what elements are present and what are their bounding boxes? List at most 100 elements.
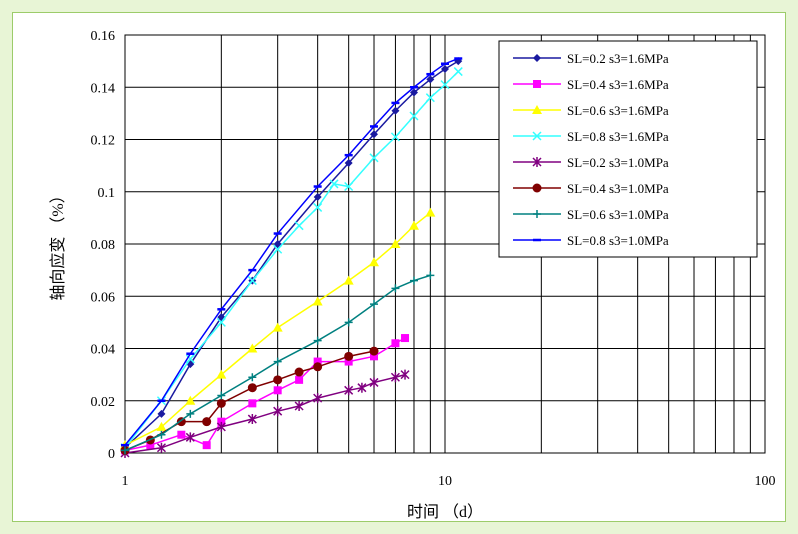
series-line [124,57,459,446]
data-point [216,369,227,379]
data-point [273,375,283,385]
x-axis-title: 时间 （d） [407,503,483,521]
x-tick-label: 10 [438,474,452,489]
data-point [272,322,283,332]
data-point [202,441,211,450]
data-point [247,414,257,425]
legend-item: SL=0.4 s3=1.6MPa [513,77,669,92]
data-point [344,181,354,192]
data-point [216,398,226,408]
legend-item: SL=0.8 s3=1.6MPa [513,129,669,144]
data-point [248,399,257,408]
series-4 [120,67,463,453]
data-point [425,93,435,103]
data-point [344,357,353,366]
data-point [185,395,196,405]
data-point [294,367,304,377]
data-series [120,57,463,458]
x-tick-label: 1 [122,474,129,489]
legend-item: SL=0.2 s3=1.6MPa [513,51,669,66]
data-point [409,276,418,285]
data-point [369,153,379,163]
legend-marker [532,105,542,114]
data-point [313,192,322,201]
y-tick-label: 0 [108,447,115,462]
series-7 [121,271,435,455]
series-8 [121,57,463,447]
data-point [247,383,257,393]
data-point [313,357,322,366]
legend-marker [532,157,542,167]
data-point [156,442,166,453]
data-point [426,75,435,84]
legend-marker [533,80,541,88]
data-point [217,391,226,400]
data-point [294,221,304,231]
data-point [295,375,304,384]
data-point [216,421,226,432]
series-line [124,274,431,452]
data-point [409,111,419,121]
legend-marker [532,183,542,193]
data-point [312,296,323,306]
data-point [186,409,195,418]
data-point [425,207,436,217]
series-line [124,212,431,446]
legend-box [498,40,758,258]
legend-marker [533,210,541,218]
y-tick-label: 0.04 [91,343,116,358]
legend-marker [533,54,541,62]
series-6 [120,346,379,455]
series-1 [121,57,463,452]
data-point [313,202,323,212]
data-point [202,417,212,427]
data-point [273,244,283,254]
legend-item: SL=0.4 s3=1.0MPa [513,181,669,196]
data-point [369,257,380,267]
y-tick-label: 0.02 [91,395,116,410]
data-point [408,220,419,230]
data-point [185,354,195,364]
data-point [344,385,354,396]
data-point [390,239,401,248]
tick-labels: 0 0.02 0.04 0.06 0.08 0.1 0.12 0.14 0.16 1 10 100 [91,29,776,489]
y-tick-label: 0.1 [98,186,116,201]
data-point [247,276,257,286]
data-point [185,432,195,443]
x-tick-label: 100 [755,474,776,489]
data-point [177,430,186,439]
data-point [313,393,323,404]
data-point [401,334,410,343]
data-point [369,346,379,356]
data-point [370,130,379,139]
y-tick-label: 0.12 [91,134,116,149]
data-point [426,271,435,280]
series-line [124,337,406,452]
legend-label: SL=0.4 s3=1.0MPa [567,181,669,196]
legend-item: SL=0.6 s3=1.0MPa [513,207,669,222]
data-point [157,430,166,439]
data-point [370,300,379,309]
legend-label: SL=0.6 s3=1.0MPa [567,207,669,222]
data-point [273,357,282,366]
data-point [391,106,400,115]
data-point [157,409,166,418]
y-tick-label: 0.14 [91,81,116,96]
legend-label: SL=0.6 s3=1.6MPa [567,103,669,118]
y-tick-label: 0.06 [91,290,116,305]
strain-time-chart: 0 0.02 0.04 0.06 0.08 0.1 0.12 0.14 0.16 1 10 100 时… [48,29,776,521]
plot-area [124,34,766,454]
data-point [391,339,400,348]
legend: SL=0.2 s3=1.6MPa SL=0.4 s3=1.6MPa SL=0.6 s… [498,40,758,258]
legend-label: SL=0.8 s3=1.0MPa [567,233,669,248]
series-2 [121,334,410,455]
y-tick-label: 0.08 [91,238,116,253]
data-point [121,446,129,455]
data-point [344,159,353,168]
data-point [294,400,304,411]
series-line [124,60,459,449]
legend-label: SL=0.2 s3=1.6MPa [567,51,669,66]
data-point [343,275,354,285]
y-tick-label: 0.16 [91,29,116,44]
legend-item: SL=0.2 s3=1.0MPa [513,155,669,170]
